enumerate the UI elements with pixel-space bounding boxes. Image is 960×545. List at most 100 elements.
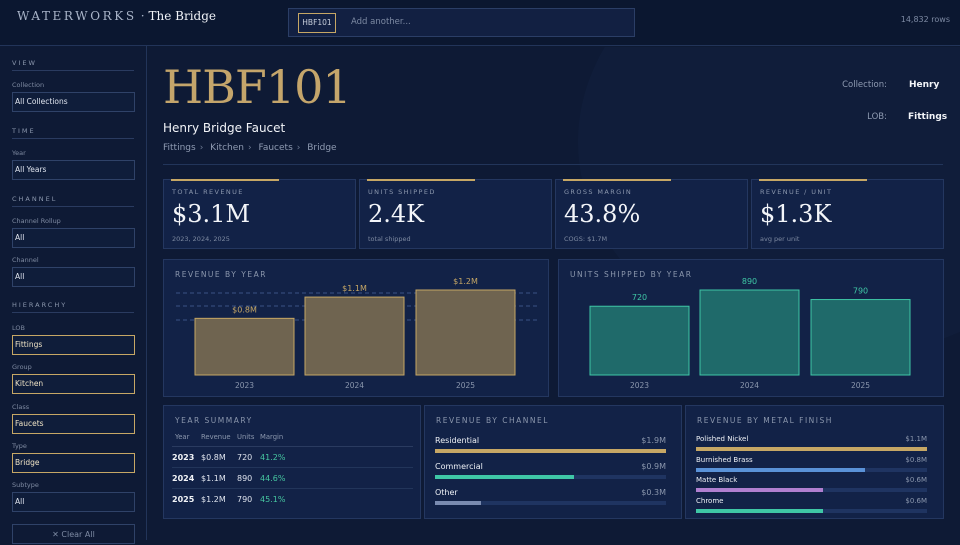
bar-data-label: 720 bbox=[632, 293, 647, 302]
search-input[interactable]: Add another... bbox=[351, 17, 411, 27]
bar-label: Burnished Brass bbox=[696, 455, 753, 464]
bar-data-label: $1.2M bbox=[453, 277, 478, 286]
year-select[interactable]: All Years bbox=[12, 160, 135, 180]
collection-meta-value: Henry bbox=[909, 80, 940, 90]
group-select[interactable]: Kitchen bbox=[12, 374, 135, 394]
breadcrumb-item[interactable]: Faucets bbox=[258, 143, 293, 153]
search-chip[interactable]: HBF101 bbox=[298, 13, 336, 33]
bar-fill[interactable] bbox=[435, 501, 482, 505]
subtype-select[interactable]: All bbox=[12, 492, 135, 512]
brand-subtitle: The Bridge bbox=[148, 9, 217, 23]
revenue-by-year-chart: $0.8M 2023 $1.1M 2024 $1.2M 2025 bbox=[176, 277, 538, 390]
divider bbox=[163, 164, 943, 165]
section-hierarchy-title: HIERARCHY bbox=[12, 301, 68, 309]
chevron-right-icon: › bbox=[199, 143, 204, 153]
brand-name: WATERWORKS bbox=[17, 9, 137, 23]
bar-value: $0.3M bbox=[641, 488, 666, 497]
channel-rollup-select[interactable]: All bbox=[12, 228, 135, 248]
revenue-by-year-panel: REVENUE BY YEAR $0.8M 2023 $1.1M 2024 $1.2M 2… bbox=[163, 259, 549, 397]
cell-units: 790 bbox=[237, 495, 253, 504]
year-summary-panel: YEAR SUMMARY Year Revenue Units Margin 2… bbox=[163, 405, 421, 519]
card-accent bbox=[367, 179, 475, 181]
kpi-label: GROSS MARGIN bbox=[564, 188, 633, 196]
top-bar: WATERWORKS · The Bridge HBF101 Add another… bbox=[0, 0, 960, 46]
bar-fill[interactable] bbox=[435, 475, 574, 479]
section-time-title: TIME bbox=[12, 127, 36, 135]
row-count: 14,832 rows bbox=[900, 15, 950, 24]
kpi-card-revenue-per-unit: REVENUE / UNIT $1.3K avg per unit bbox=[751, 179, 944, 249]
units-by-year-panel: UNITS SHIPPED BY YEAR 720 2023 890 2024 790 2… bbox=[558, 259, 944, 397]
bar-track bbox=[435, 449, 666, 453]
bar[interactable] bbox=[304, 296, 405, 376]
breadcrumb-item[interactable]: Fittings bbox=[163, 143, 196, 153]
class-select[interactable]: Faucets bbox=[12, 414, 135, 434]
type-select[interactable]: Bridge bbox=[12, 453, 135, 473]
lob-meta-label: LOB: bbox=[867, 112, 887, 122]
bar-value: $0.9M bbox=[641, 462, 666, 471]
bar[interactable] bbox=[699, 289, 800, 376]
divider bbox=[12, 312, 134, 313]
product-sku: HBF101 bbox=[163, 60, 352, 114]
panel-title: REVENUE BY YEAR bbox=[175, 270, 267, 279]
bar-track bbox=[696, 488, 927, 492]
kpi-label: UNITS SHIPPED bbox=[368, 188, 436, 196]
x-tick-label: 2023 bbox=[235, 381, 254, 390]
bar-track bbox=[696, 467, 927, 472]
column-header: Revenue bbox=[201, 433, 231, 441]
channel-select[interactable]: All bbox=[12, 267, 135, 287]
bar-value: $1.9M bbox=[641, 436, 666, 445]
x-tick-label: 2025 bbox=[456, 381, 475, 390]
kpi-subtext: total shipped bbox=[368, 235, 411, 243]
bar-fill[interactable] bbox=[696, 447, 927, 451]
main-content: HBF101 Henry Bridge Faucet Fittings › Kit… bbox=[148, 47, 960, 540]
chevron-right-icon: › bbox=[296, 143, 301, 153]
card-accent bbox=[171, 179, 279, 181]
channel-label: Channel bbox=[12, 256, 39, 264]
bar[interactable] bbox=[194, 317, 295, 376]
breadcrumb-item[interactable]: Kitchen bbox=[210, 143, 244, 153]
table-row: 2024 $1.1M 890 44.6% bbox=[172, 468, 413, 489]
cell-units: 890 bbox=[237, 473, 253, 483]
lob-select[interactable]: Fittings bbox=[12, 335, 135, 355]
collection-select[interactable]: All Collections bbox=[12, 92, 135, 112]
bar-label: Chrome bbox=[696, 496, 724, 505]
bar-data-label: 790 bbox=[853, 287, 868, 296]
bar-label: Matte Black bbox=[696, 476, 738, 484]
bar-value: $0.6M bbox=[905, 496, 927, 505]
collection-label: Collection bbox=[12, 81, 45, 89]
lob-label: LOB bbox=[12, 324, 25, 332]
kpi-card-total-revenue: TOTAL REVENUE $3.1M 2023, 2024, 2025 bbox=[163, 179, 356, 249]
divider bbox=[12, 138, 134, 139]
kpi-card-gross-margin: GROSS MARGIN 43.8% COGS: $1.7M bbox=[555, 179, 748, 249]
product-search[interactable]: HBF101 Add another... bbox=[288, 8, 635, 37]
bar-fill[interactable] bbox=[435, 449, 666, 453]
section-channel-title: CHANNEL bbox=[12, 195, 58, 203]
panel-title: YEAR SUMMARY bbox=[175, 416, 253, 425]
breadcrumb-item[interactable]: Bridge bbox=[307, 143, 337, 153]
type-label: Type bbox=[12, 442, 27, 450]
column-header: Margin bbox=[260, 433, 284, 441]
cell-year: 2025 bbox=[172, 495, 195, 504]
cell-margin: 41.2% bbox=[260, 452, 286, 462]
x-tick-label: 2024 bbox=[740, 381, 759, 390]
column-header: Units bbox=[237, 433, 255, 441]
bar-fill[interactable] bbox=[696, 467, 865, 472]
bar[interactable] bbox=[415, 289, 516, 376]
bar-data-label: 890 bbox=[742, 277, 757, 286]
year-summary-table: Year Revenue Units Margin 2023 $0.8M 720… bbox=[172, 433, 413, 510]
bar-fill[interactable] bbox=[696, 508, 824, 513]
kpi-subtext: COGS: $1.7M bbox=[564, 235, 608, 243]
clear-all-button[interactable]: ✕ Clear All bbox=[12, 524, 135, 544]
x-tick-label: 2023 bbox=[630, 381, 649, 390]
kpi-value: 43.8% bbox=[564, 200, 641, 228]
brand-logo[interactable]: WATERWORKS · The Bridge bbox=[17, 9, 216, 23]
bar-label: Other bbox=[435, 488, 458, 497]
bar-data-label: $1.1M bbox=[342, 284, 367, 293]
table-row: 2025 $1.2M 790 45.1% bbox=[172, 489, 413, 510]
kpi-label: TOTAL REVENUE bbox=[172, 188, 244, 196]
bar[interactable] bbox=[589, 305, 690, 376]
bar-label: Commercial bbox=[435, 462, 483, 471]
bar-fill[interactable] bbox=[696, 488, 824, 492]
bar-value: $0.8M bbox=[905, 455, 927, 464]
bar[interactable] bbox=[810, 299, 911, 376]
